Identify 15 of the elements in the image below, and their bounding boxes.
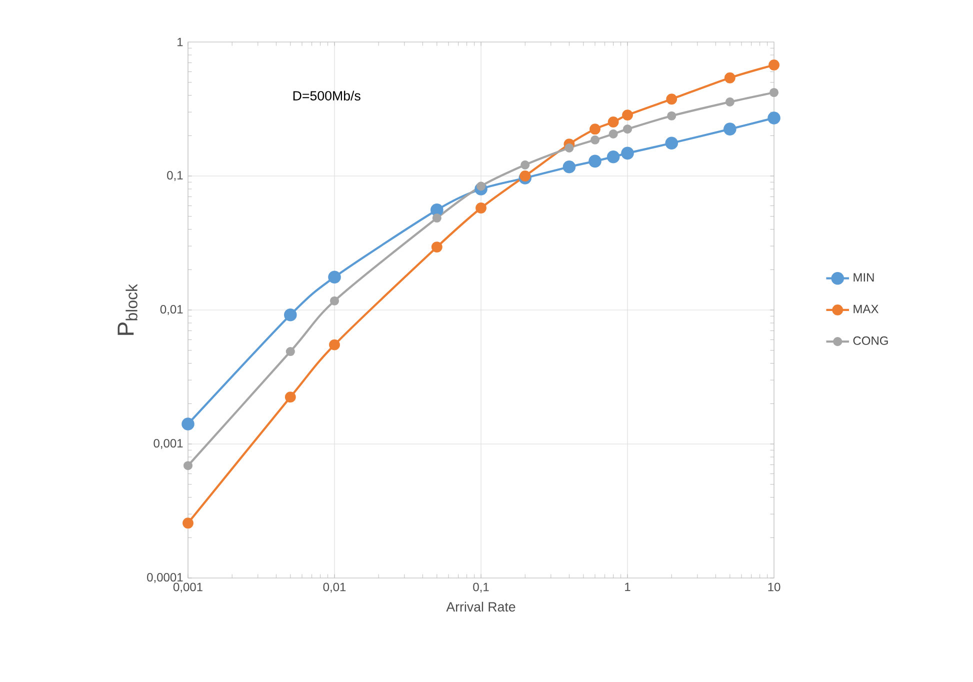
y-tick-label: 0,1	[167, 171, 183, 181]
annotation: D=500Mb/s	[293, 90, 360, 100]
legend-label: MAX	[854, 304, 878, 314]
y-tick-label: 1	[178, 38, 183, 46]
y-tick-label: 0,001	[154, 439, 183, 449]
y-tick-label: 0,01	[160, 305, 183, 315]
y-tick-label: 0,0001	[147, 573, 183, 583]
x-tick-label: 0,1	[473, 582, 489, 593]
x-tick-label: 10	[768, 582, 780, 592]
legend-label: MIN	[854, 273, 874, 282]
x-tick-label: 0,01	[323, 582, 346, 593]
x-tick-label: 1	[625, 582, 630, 591]
x-axis-title: Arrival Rate	[446, 602, 516, 612]
legend-label: CONG	[853, 336, 888, 345]
y-axis-title: P$_{block}$	[118, 284, 138, 335]
